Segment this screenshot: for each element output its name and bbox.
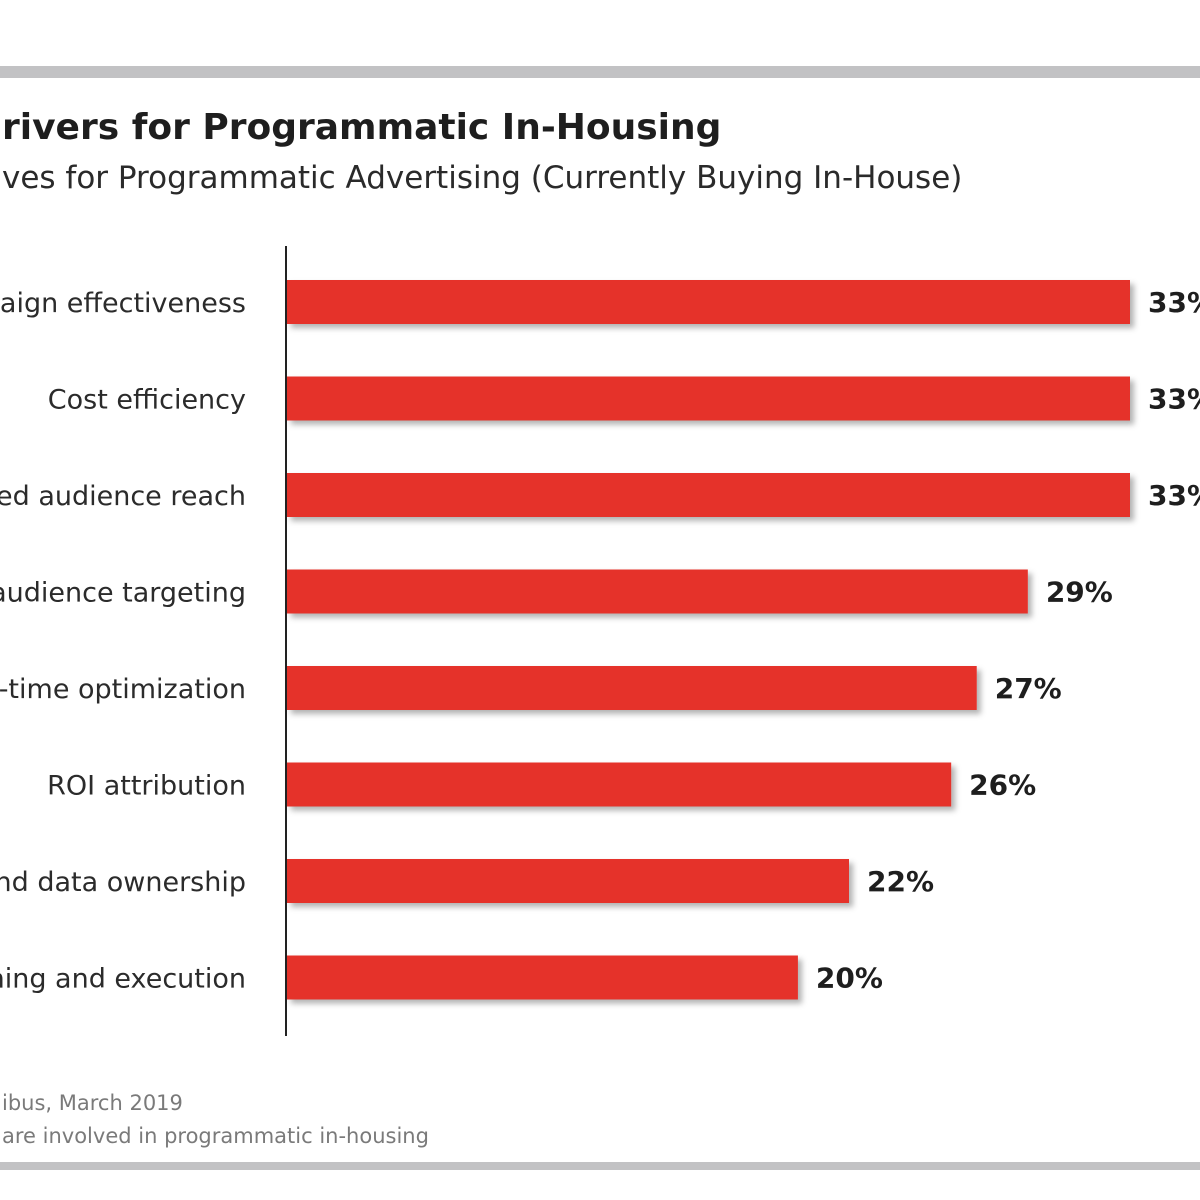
value-label-3: 29% [1046, 576, 1113, 609]
footnote: are involved in programmatic in-housing [2, 1124, 429, 1148]
value-label-5: 26% [969, 769, 1036, 802]
bar-3 [287, 569, 1028, 614]
bars-layer: paign effectiveness 33% Cost efficiency 33%… [0, 280, 1200, 1000]
category-label-5: ROI attribution [47, 771, 246, 802]
bar-2 [287, 473, 1130, 517]
bar-5 [287, 762, 952, 807]
value-label-4: 27% [995, 672, 1062, 705]
bar-0 [287, 280, 1130, 324]
bar-4 [287, 666, 977, 710]
value-label-1: 33% [1148, 383, 1200, 416]
category-label-0: paign effectiveness [0, 288, 246, 319]
category-label-1: Cost efficiency [48, 385, 246, 416]
category-label-3: audience targeting [0, 578, 246, 609]
value-label-2: 33% [1148, 479, 1200, 512]
chart-subtitle: ves for Programmatic Advertising (Curren… [2, 160, 963, 196]
category-label-4: al-time optimization [0, 674, 246, 705]
category-label-7: ning and execution [0, 964, 246, 995]
value-label-6: 22% [867, 865, 934, 898]
top-border [0, 66, 1200, 78]
bar-1 [287, 376, 1130, 421]
value-label-7: 20% [816, 962, 883, 995]
category-label-2: ed audience reach [0, 481, 246, 512]
value-label-0: 33% [1148, 286, 1200, 319]
source-note: ibus, March 2019 [2, 1091, 183, 1115]
bottom-border [0, 1162, 1200, 1170]
category-label-6: nd data ownership [0, 867, 246, 898]
chart-title: rivers for Programmatic In-Housing [2, 107, 722, 148]
bar-7 [287, 955, 798, 1000]
bar-6 [287, 859, 849, 903]
